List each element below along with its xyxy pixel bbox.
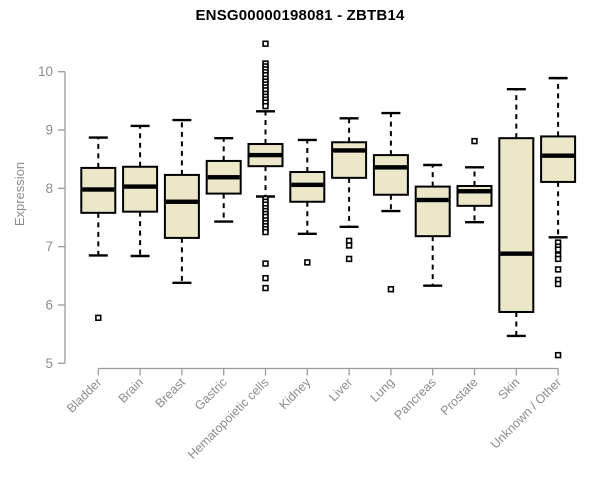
outlier-point [554,246,562,253]
outlier-point [471,137,478,145]
box-pancreas [414,185,451,238]
y-tick-label: 9 [45,123,53,138]
median-line [333,148,366,153]
median-line [82,187,115,192]
outlier-point [262,228,269,236]
box-prostate [456,185,493,207]
outlier-point [345,242,353,249]
outlier-point [95,314,102,322]
outlier-point [554,266,562,273]
box-brain [122,165,159,213]
x-tick-label: Lung [367,375,397,405]
y-tick-label: 6 [45,297,53,312]
outlier-point [262,274,269,282]
median-line [374,165,407,170]
x-tick-label: Pancreas [392,375,439,422]
x-tick-label: Prostate [438,375,481,418]
outlier-point [262,284,269,292]
box-skin [498,137,535,313]
chart-title: ENSG00000198081 - ZBTB14 [195,7,405,24]
y-tick-label: 5 [45,356,53,371]
median-line [458,189,491,194]
outlier-point [262,40,269,47]
outlier-point [345,255,353,263]
median-line [124,184,157,189]
x-tick-label: Bladder [64,375,104,415]
y-tick-label: 8 [45,181,53,196]
median-line [165,199,198,204]
box-breast [163,173,200,239]
x-tick-label: Kidney [276,375,313,412]
outlier-point [554,280,562,288]
x-tick-label: Hematopoietic cells [185,375,272,462]
box-liver [331,141,368,179]
x-tick-label: Breast [153,375,189,411]
median-line [207,175,240,180]
median-line [416,197,449,203]
outlier-point [262,102,269,110]
median-line [500,251,533,256]
x-tick-label: Brain [116,375,147,406]
x-tick-label: Liver [326,375,355,404]
x-tick-label: Gastric [192,375,230,413]
outlier-point [387,286,395,293]
median-line [249,152,282,158]
y-tick-label: 7 [45,239,53,254]
y-tick-label: 10 [38,64,53,79]
median-line [291,182,324,188]
box-unknown-other [540,135,577,183]
box-lung [372,154,409,196]
x-tick-label: Skin [495,375,522,402]
median-line [542,153,575,158]
outlier-point [304,259,311,266]
x-tick-label: Unknown / Other [488,375,564,451]
outlier-point [554,255,562,263]
outlier-point [554,351,562,359]
outlier-point [262,260,269,267]
